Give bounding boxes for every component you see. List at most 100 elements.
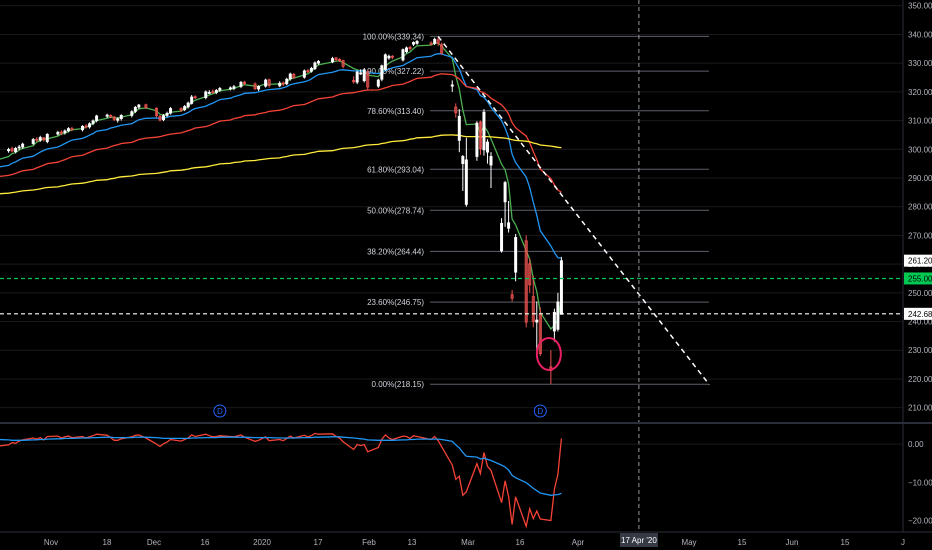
candle[interactable] bbox=[81, 125, 85, 132]
candle[interactable] bbox=[489, 152, 493, 189]
highlight-circle[interactable] bbox=[535, 336, 562, 371]
candle[interactable] bbox=[390, 55, 394, 60]
candle[interactable] bbox=[302, 69, 306, 79]
candle[interactable] bbox=[31, 138, 35, 145]
candle[interactable] bbox=[281, 81, 285, 87]
candle[interactable] bbox=[190, 95, 194, 105]
candle[interactable] bbox=[461, 155, 465, 191]
candle[interactable] bbox=[84, 124, 88, 129]
candle[interactable] bbox=[112, 115, 116, 122]
candle[interactable] bbox=[204, 90, 208, 100]
candle[interactable] bbox=[309, 66, 313, 73]
candle[interactable] bbox=[169, 107, 173, 115]
candle[interactable] bbox=[359, 69, 363, 75]
candle[interactable] bbox=[538, 307, 542, 356]
candle[interactable] bbox=[257, 85, 261, 92]
candle[interactable] bbox=[45, 133, 49, 144]
candle[interactable] bbox=[17, 144, 21, 151]
candle[interactable] bbox=[154, 107, 158, 118]
candle[interactable] bbox=[482, 109, 486, 156]
candle[interactable] bbox=[56, 130, 60, 136]
dividend-marker[interactable]: D bbox=[533, 404, 547, 418]
candle[interactable] bbox=[66, 127, 70, 133]
candle[interactable] bbox=[7, 147, 11, 153]
candle[interactable] bbox=[14, 146, 18, 154]
candle[interactable] bbox=[531, 275, 535, 328]
candle[interactable] bbox=[503, 180, 507, 227]
candle[interactable] bbox=[144, 103, 148, 110]
candle[interactable] bbox=[218, 86, 222, 92]
candle[interactable] bbox=[510, 289, 514, 302]
candle[interactable] bbox=[355, 70, 359, 85]
candle[interactable] bbox=[264, 78, 268, 88]
candle[interactable] bbox=[500, 218, 504, 253]
candle[interactable] bbox=[376, 78, 380, 88]
candle[interactable] bbox=[436, 37, 440, 46]
candle[interactable] bbox=[415, 39, 419, 45]
candle[interactable] bbox=[116, 117, 120, 123]
candle[interactable] bbox=[408, 45, 412, 51]
candle[interactable] bbox=[10, 146, 14, 153]
candle[interactable] bbox=[433, 37, 437, 46]
candle[interactable] bbox=[306, 69, 310, 74]
candle[interactable] bbox=[401, 48, 405, 62]
candle[interactable] bbox=[341, 59, 345, 69]
overlays[interactable]: 17 Apr '20 D D bbox=[0, 0, 903, 547]
candle[interactable] bbox=[137, 103, 141, 109]
candle[interactable] bbox=[514, 233, 518, 282]
candle[interactable] bbox=[450, 80, 454, 92]
candle[interactable] bbox=[211, 89, 215, 94]
dividend-marker[interactable]: D bbox=[213, 404, 227, 418]
candle[interactable] bbox=[383, 53, 387, 72]
candle[interactable] bbox=[440, 42, 444, 55]
candle[interactable] bbox=[133, 105, 137, 114]
candle[interactable] bbox=[232, 84, 236, 91]
candle[interactable] bbox=[507, 200, 511, 233]
candle[interactable] bbox=[243, 80, 246, 85]
candle[interactable] bbox=[158, 115, 162, 122]
candle[interactable] bbox=[316, 59, 320, 65]
candle[interactable] bbox=[70, 126, 74, 132]
candle[interactable] bbox=[380, 64, 384, 82]
candle[interactable] bbox=[35, 137, 39, 142]
candle[interactable] bbox=[352, 76, 356, 84]
candle[interactable] bbox=[412, 41, 416, 46]
candle[interactable] bbox=[524, 235, 528, 328]
oscillator-pane[interactable] bbox=[0, 432, 903, 529]
candle[interactable] bbox=[387, 54, 391, 60]
candle[interactable] bbox=[165, 111, 169, 118]
candle[interactable] bbox=[105, 113, 109, 118]
candle[interactable] bbox=[478, 120, 482, 156]
candle[interactable] bbox=[559, 256, 563, 315]
candle[interactable] bbox=[162, 113, 165, 122]
candle[interactable] bbox=[292, 72, 296, 79]
candle[interactable] bbox=[42, 136, 46, 142]
candle[interactable] bbox=[464, 137, 468, 207]
candle[interactable] bbox=[63, 129, 67, 135]
candle[interactable] bbox=[528, 258, 532, 293]
candle[interactable] bbox=[404, 46, 408, 54]
candle[interactable] bbox=[183, 105, 187, 112]
candle[interactable] bbox=[214, 88, 218, 95]
candle[interactable] bbox=[429, 41, 433, 46]
candle[interactable] bbox=[179, 107, 183, 112]
candle[interactable] bbox=[95, 114, 99, 123]
candle[interactable] bbox=[119, 114, 123, 121]
candle[interactable] bbox=[186, 101, 190, 109]
candle[interactable] bbox=[475, 121, 479, 161]
candle[interactable] bbox=[556, 292, 560, 332]
candle[interactable] bbox=[207, 90, 211, 95]
candle[interactable] bbox=[88, 122, 92, 129]
candles[interactable] bbox=[0, 37, 563, 385]
candle[interactable] bbox=[285, 77, 289, 86]
candle[interactable] bbox=[253, 82, 257, 91]
trendline[interactable] bbox=[437, 35, 710, 386]
fibonacci-retracement[interactable]: 100.00%(339.34) 90.00%(327.22) 78.60%(313.… bbox=[363, 32, 709, 389]
candle[interactable] bbox=[288, 72, 292, 81]
candle[interactable] bbox=[338, 57, 342, 63]
candle[interactable] bbox=[21, 142, 25, 149]
candle[interactable] bbox=[109, 114, 113, 119]
candle[interactable] bbox=[267, 78, 271, 88]
candle[interactable] bbox=[485, 139, 489, 164]
